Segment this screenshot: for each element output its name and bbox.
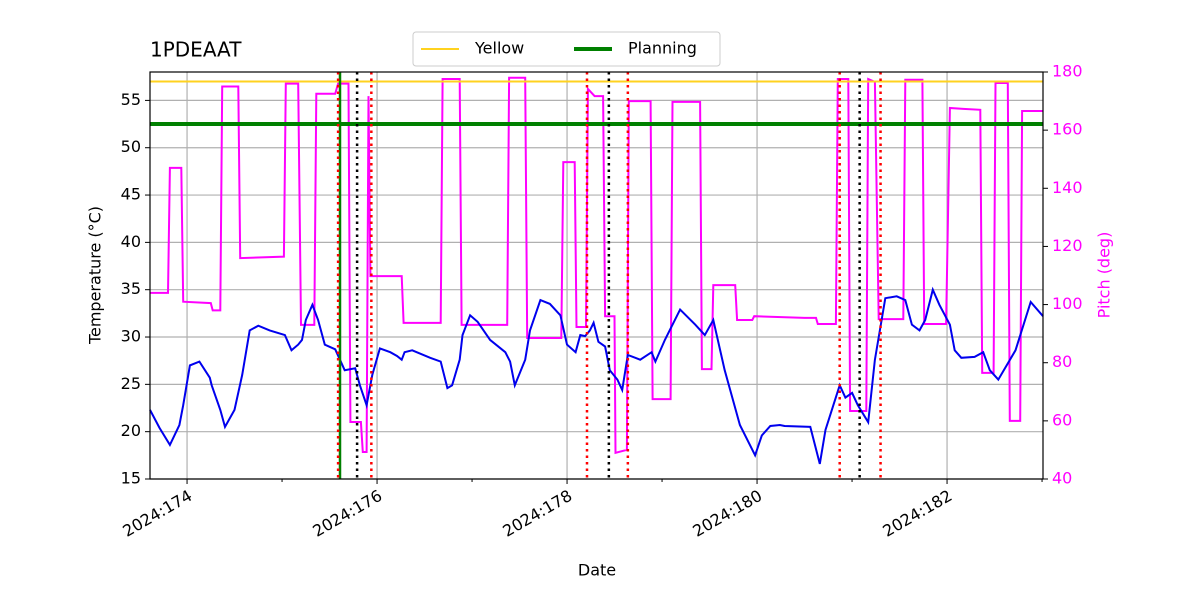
legend-label: Yellow bbox=[474, 39, 524, 58]
y-axis-label: Temperature (°C) bbox=[86, 206, 105, 345]
y-tick-label: 25 bbox=[121, 374, 141, 393]
x-tick-label: 2024:176 bbox=[309, 486, 385, 541]
y2-tick-label: 80 bbox=[1052, 352, 1072, 371]
legend: Yellow Planning bbox=[412, 31, 721, 67]
data-line bbox=[149, 286, 1044, 465]
y2-tick-label: 180 bbox=[1052, 62, 1083, 81]
y-tick-label: 40 bbox=[121, 232, 141, 251]
y-tick-label: 35 bbox=[121, 279, 141, 298]
y2-axis-label: Pitch (deg) bbox=[1095, 232, 1114, 319]
data-line bbox=[150, 76, 1043, 455]
y2-tick-label: 140 bbox=[1052, 178, 1083, 197]
y-tick-label: 50 bbox=[121, 137, 141, 156]
y2-tick-label: 40 bbox=[1052, 469, 1072, 488]
y-tick-label: 45 bbox=[121, 185, 141, 204]
legend-label: Planning bbox=[628, 39, 697, 58]
y-tick-label: 20 bbox=[121, 421, 141, 440]
x-tick-label: 2024:182 bbox=[879, 486, 955, 541]
y2-tick-label: 160 bbox=[1052, 120, 1083, 139]
y2-tick-label: 100 bbox=[1052, 294, 1083, 313]
x-axis-label: Date bbox=[578, 561, 616, 580]
y-tick-label: 30 bbox=[121, 327, 141, 346]
x-tick-label: 2024:174 bbox=[119, 486, 195, 541]
y-tick-label: 55 bbox=[121, 90, 141, 109]
plot-frame bbox=[149, 71, 1044, 480]
legend-box bbox=[412, 31, 721, 67]
y-tick-label: 15 bbox=[121, 469, 141, 488]
x-tick-label: 2024:180 bbox=[689, 486, 765, 541]
chart-title: 1PDEAAT bbox=[150, 38, 242, 62]
y2-tick-label: 60 bbox=[1052, 410, 1072, 429]
x-tick-label: 2024:178 bbox=[499, 486, 575, 541]
y2-tick-label: 120 bbox=[1052, 236, 1083, 255]
